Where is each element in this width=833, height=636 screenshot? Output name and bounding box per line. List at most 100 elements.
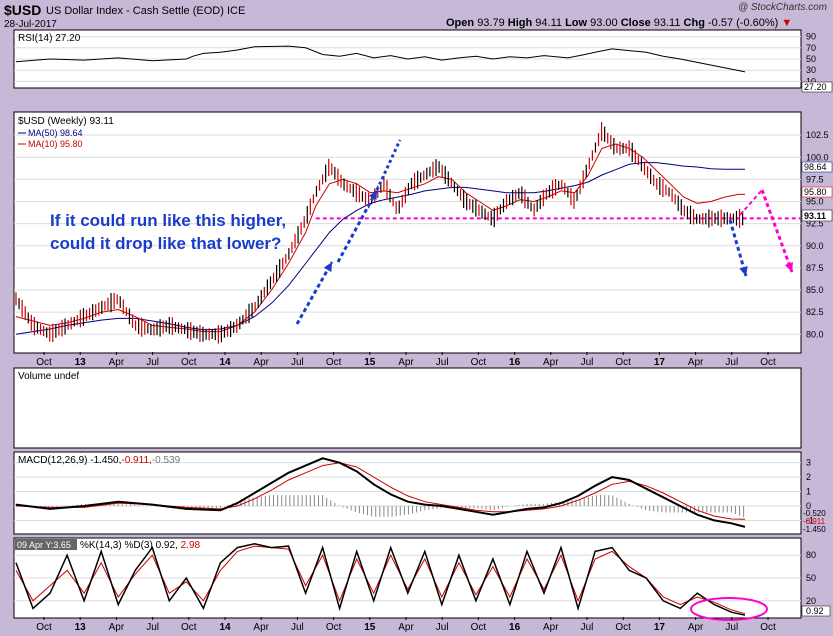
macd-last-2: -0.911 xyxy=(803,517,826,526)
up-arrow-1-head xyxy=(323,262,332,272)
up-arrow-2-head xyxy=(368,190,377,200)
stockcharts-credit: @ StockCharts.com xyxy=(737,2,827,13)
x-tick-label: 17 xyxy=(654,357,666,368)
x-tick-label: Apr xyxy=(543,357,559,368)
high-label: High xyxy=(507,17,533,29)
macd-last-1: -0.520 xyxy=(803,509,826,518)
y-tick-label: 70 xyxy=(806,43,816,53)
chg-label: Chg xyxy=(683,17,705,29)
x-tick-label: 14 xyxy=(219,622,231,633)
annotation-arrows xyxy=(295,139,794,325)
x-tick-label: Oct xyxy=(760,622,776,633)
x-tick-label: 17 xyxy=(654,622,666,633)
open-label: Open xyxy=(446,17,475,29)
stoch-legend: %K(14,3) %D(3) 0.92, 2.98 xyxy=(80,540,201,551)
y-tick-label: 82.5 xyxy=(806,307,824,317)
y-tick-label: 30 xyxy=(806,65,816,75)
down-arrow-pink-head xyxy=(784,262,793,272)
stoch-grid xyxy=(14,554,801,602)
y-tick-label: 80 xyxy=(806,550,816,560)
x-tick-label: Apr xyxy=(253,622,269,633)
ma10-price-box xyxy=(801,186,833,198)
y-tick-label: 102.5 xyxy=(806,130,829,140)
y-tick-label: 80.0 xyxy=(806,329,824,339)
y-tick-label: 0 xyxy=(806,501,811,511)
y-tick-label: 90.0 xyxy=(806,241,824,251)
x-tick-label: Oct xyxy=(471,357,487,368)
open-value: 93.79 xyxy=(477,17,505,29)
stoch-highlight-ellipse xyxy=(690,597,768,621)
annotation-line-2: could it drop like that lower? xyxy=(50,234,281,253)
macd-last-3: -1.450 xyxy=(803,525,826,534)
y-tick-label: 87.5 xyxy=(806,263,824,273)
x-tick-label: 16 xyxy=(509,357,521,368)
x-tick-label: Oct xyxy=(615,622,631,633)
x-tick-label: Jul xyxy=(436,622,449,633)
x-tick-label: Jul xyxy=(725,622,738,633)
low-value: 93.00 xyxy=(590,17,618,29)
x-tick-label: Jul xyxy=(291,357,304,368)
macd-histogram xyxy=(15,495,745,518)
x-tick-label: Jul xyxy=(436,357,449,368)
y-tick-label: 97.5 xyxy=(806,174,824,184)
stoch-legend-d: 2.98 xyxy=(181,540,201,551)
y-tick-label: 85.0 xyxy=(806,285,824,295)
ohlc-readout: Open 93.79 High 94.11 Low 93.00 Close 93… xyxy=(446,17,792,29)
x-tick-label: Apr xyxy=(688,622,704,633)
x-tick-label: Oct xyxy=(471,622,487,633)
price-legend: $USD (Weekly) 93.11 xyxy=(18,116,114,127)
x-tick-label: Oct xyxy=(181,622,197,633)
chart-date: 28-Jul-2017 xyxy=(4,19,57,30)
x-tick-label: Jul xyxy=(146,622,159,633)
low-label: Low xyxy=(565,17,588,29)
rsi-legend: RSI(14) 27.20 xyxy=(18,33,81,44)
x-tick-label: Apr xyxy=(109,622,125,633)
macd-legend-main: MACD(12,26,9) -1.450, xyxy=(18,455,121,466)
x-tick-label: Apr xyxy=(398,357,414,368)
price-bars xyxy=(15,122,744,344)
y-tick-label: 3 xyxy=(806,458,811,468)
close-label: Close xyxy=(620,17,651,29)
down-arrow-blue-head xyxy=(739,266,748,276)
ma50-legend: MA(50) 98.64 xyxy=(28,128,83,138)
x-tick-label: Oct xyxy=(326,357,342,368)
up-arrow-1 xyxy=(295,261,334,325)
x-tick-label: Jul xyxy=(581,622,594,633)
y-tick-label: 10 xyxy=(806,76,816,86)
x-tick-label: Apr xyxy=(253,357,269,368)
stoch-k-line xyxy=(15,543,746,616)
macd-legend: MACD(12,26,9) -1.450,-0.911,-0.539 xyxy=(18,455,181,466)
x-tick-label: Oct xyxy=(760,357,776,368)
rsi-last-value: 27.20 xyxy=(804,82,827,92)
volume-panel xyxy=(13,367,802,449)
price-ticks: 80.0 82.5 85.0 87.5 90.0 92.5 95.0 97.5 100.0 102… xyxy=(806,130,829,339)
x-tick-label: Jul xyxy=(581,357,594,368)
ma10-legend: MA(10) 95.80 xyxy=(28,139,83,149)
macd-line xyxy=(15,457,746,528)
rsi-line xyxy=(15,45,746,73)
rsi-grid xyxy=(14,36,801,82)
x-tick-label: Jul xyxy=(146,357,159,368)
y-tick-label: -1 xyxy=(806,515,814,525)
ma50-price-label: 98.64 xyxy=(804,162,827,172)
x-tick-label: Apr xyxy=(398,622,414,633)
close-value: 93.11 xyxy=(653,17,681,29)
macd-grid xyxy=(14,462,801,521)
x-tick-label: 15 xyxy=(364,622,376,633)
symbol-description: US Dollar Index - Cash Settle (EOD) ICE xyxy=(46,5,246,17)
macd-legend-signal: -0.911, xyxy=(121,455,151,466)
stoch-x-labels: Oct 13 Apr Jul Oct 14 Apr Jul Oct 15 Apr Jul Oct 16 Ap… xyxy=(36,617,776,633)
x-tick-label: Oct xyxy=(36,357,52,368)
high-value: 94.11 xyxy=(535,17,563,29)
rsi-last-box xyxy=(801,81,833,93)
x-tick-label: Apr xyxy=(688,357,704,368)
y-tick-label: 1 xyxy=(806,487,811,497)
ma50-price-box xyxy=(801,161,833,173)
x-tick-label: 13 xyxy=(75,357,87,368)
down-arrow-blue xyxy=(728,219,748,277)
x-tick-label: Oct xyxy=(181,357,197,368)
down-triangle-icon: ▼ xyxy=(781,17,793,29)
close-price-label: 93.11 xyxy=(804,211,826,221)
